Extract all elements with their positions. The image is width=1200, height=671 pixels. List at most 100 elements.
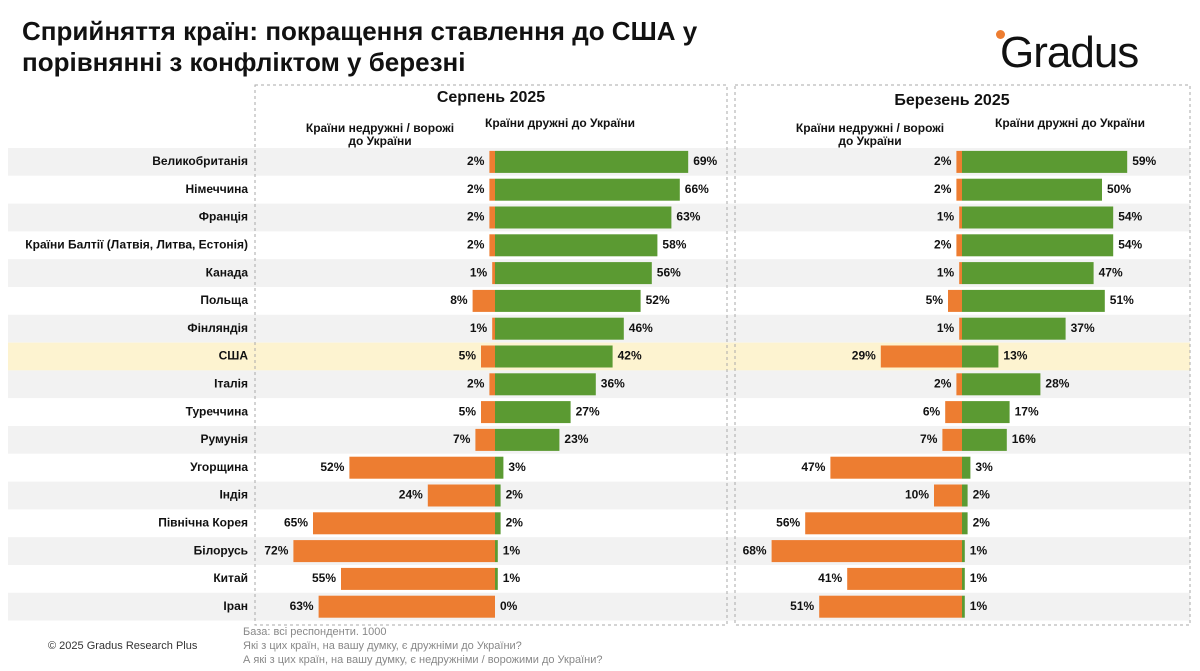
data-label: 2% [973, 515, 991, 529]
bar [489, 234, 495, 257]
bar [962, 262, 1094, 285]
title: Сприйняття країн: покращення ставлення д… [22, 16, 698, 77]
panel-title: Серпень 2025 [436, 89, 546, 106]
bar [962, 401, 1010, 424]
row-band [8, 565, 1190, 593]
bar [341, 567, 495, 590]
data-label: 52% [320, 460, 344, 474]
bar [489, 373, 495, 396]
note: База: всі респонденти. 1000 [243, 626, 387, 638]
panel-title: Березень 2025 [894, 92, 1010, 109]
bar [962, 456, 971, 479]
bar [959, 317, 962, 340]
data-label: 56% [776, 515, 800, 529]
bar [481, 345, 495, 368]
legend-entry: Країни недружні / ворожі до України [305, 121, 455, 148]
data-label: 2% [467, 376, 485, 390]
data-label: 5% [926, 293, 944, 307]
bar [959, 262, 962, 285]
data-label: 2% [467, 210, 485, 224]
data-label: 1% [937, 321, 955, 335]
data-label: 28% [1045, 376, 1069, 390]
bar [495, 206, 672, 229]
bar [492, 262, 495, 285]
bar [942, 428, 962, 451]
data-label: 72% [264, 543, 288, 557]
bar [962, 595, 965, 618]
bar [293, 540, 495, 563]
category-label: Німеччина [186, 182, 249, 196]
bar [495, 512, 501, 535]
data-label: 63% [676, 210, 700, 224]
category-label: Північна Корея [158, 515, 248, 529]
bar [495, 373, 596, 396]
data-label: 2% [934, 182, 952, 196]
bar [489, 150, 495, 173]
data-label: 29% [852, 349, 876, 363]
bar [495, 234, 658, 257]
bar [934, 484, 962, 507]
bar [819, 595, 962, 618]
bar [427, 484, 495, 507]
data-label: 27% [576, 404, 600, 418]
data-label: 13% [1003, 349, 1027, 363]
data-label: 1% [937, 210, 955, 224]
bar [962, 178, 1102, 201]
data-label: 1% [470, 265, 488, 279]
category-label: Індія [219, 488, 248, 502]
data-label: 54% [1118, 237, 1142, 251]
bar [495, 150, 689, 173]
copyright: © 2025 Gradus Research Plus [48, 640, 198, 652]
data-label: 42% [618, 349, 642, 363]
bar [495, 540, 498, 563]
data-label: 6% [923, 404, 941, 418]
category-label: Франція [199, 210, 248, 224]
data-label: 5% [459, 404, 477, 418]
category-label: Італія [214, 376, 248, 390]
bar [962, 289, 1105, 312]
data-label: 41% [818, 571, 842, 585]
data-label: 47% [801, 460, 825, 474]
category-label: Іран [223, 599, 248, 613]
data-label: 58% [662, 237, 686, 251]
bar [475, 428, 495, 451]
category-label: Польща [200, 293, 248, 307]
bar [472, 289, 495, 312]
bar [945, 401, 962, 424]
legend-entry: Країни дружні до України [485, 116, 635, 130]
bar [495, 345, 613, 368]
data-label: 2% [934, 237, 952, 251]
bar [495, 262, 652, 285]
category-label: Китай [213, 571, 248, 585]
data-label: 1% [970, 599, 988, 613]
note: А які з цих країн, на вашу думку, є недр… [243, 654, 603, 666]
data-label: 3% [508, 460, 526, 474]
logo-dot [996, 30, 1005, 39]
bar [318, 595, 495, 618]
category-label: Фінляндія [187, 321, 248, 335]
data-label: 5% [459, 349, 477, 363]
data-label: 69% [693, 154, 717, 168]
bar [956, 373, 962, 396]
data-label: 10% [905, 488, 929, 502]
bar [495, 289, 641, 312]
bar [959, 206, 962, 229]
category-label: Великобританія [152, 154, 248, 168]
data-label: 46% [629, 321, 653, 335]
bar [495, 484, 501, 507]
bar [962, 540, 965, 563]
data-label: 2% [467, 154, 485, 168]
bar [495, 317, 624, 340]
data-label: 59% [1132, 154, 1156, 168]
data-label: 2% [506, 515, 524, 529]
row-band [8, 509, 1190, 538]
bar [489, 206, 495, 229]
data-label: 54% [1118, 210, 1142, 224]
bar [962, 567, 965, 590]
data-label: 7% [453, 432, 471, 446]
data-label: 1% [470, 321, 488, 335]
row-band [8, 453, 1190, 482]
legend-entry: Країни недружні / ворожі до України [795, 121, 945, 148]
logo: Gradus [1000, 28, 1139, 77]
bar [349, 456, 495, 479]
